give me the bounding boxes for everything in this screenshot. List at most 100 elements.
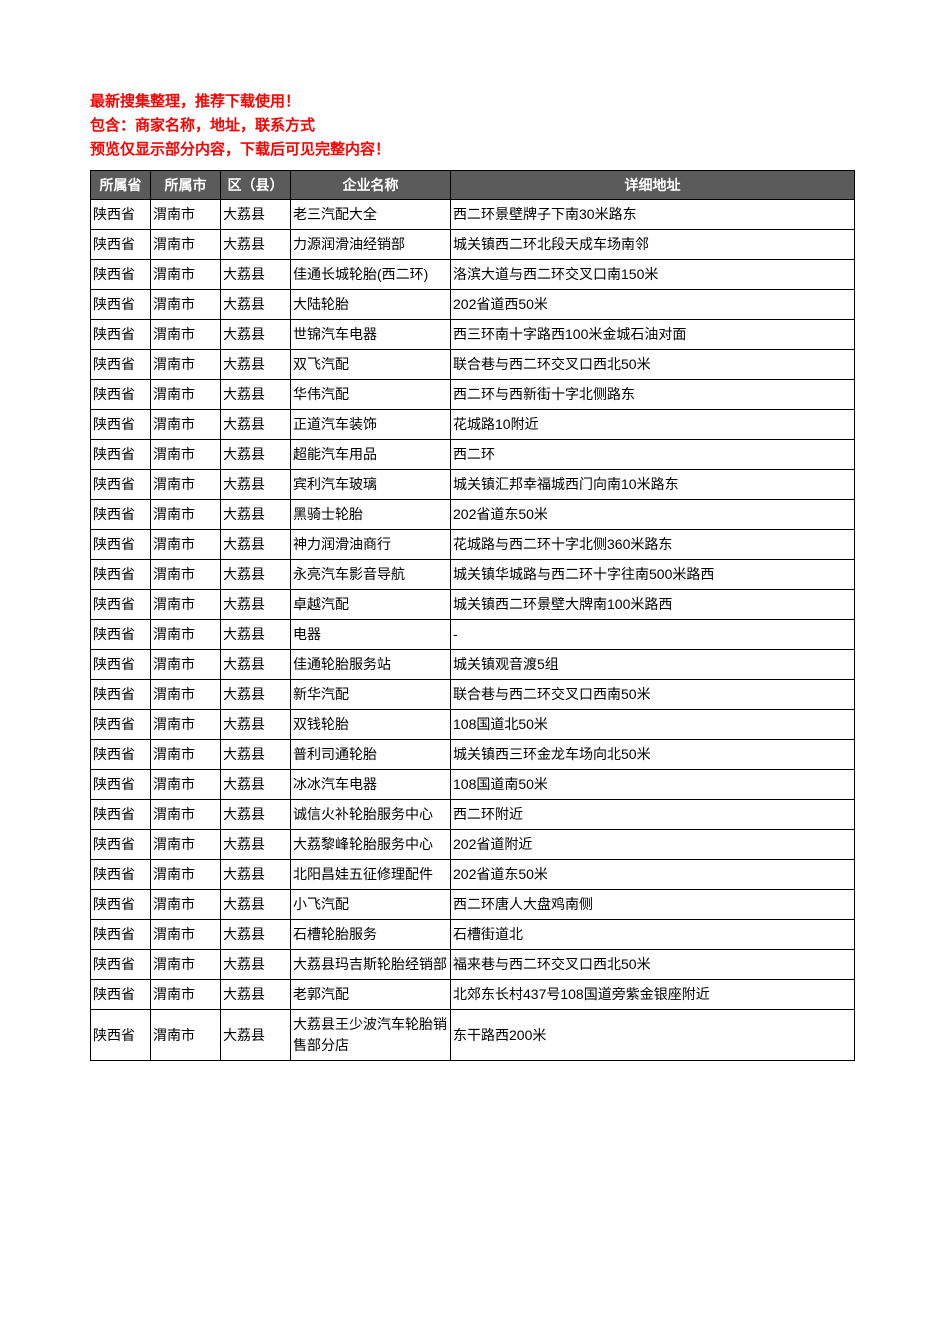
cell-district: 大荔县 [221, 980, 291, 1010]
cell-province: 陕西省 [91, 470, 151, 500]
table-row: 陕西省渭南市大荔县神力润滑油商行花城路与西二环十字北侧360米路东 [91, 530, 855, 560]
cell-district: 大荔县 [221, 770, 291, 800]
cell-address: 西二环景壁牌子下南30米路东 [451, 200, 855, 230]
cell-address: 联合巷与西二环交叉口西南50米 [451, 680, 855, 710]
cell-company: 大荔县王少波汽车轮胎销售部分店 [291, 1010, 451, 1061]
cell-city: 渭南市 [151, 230, 221, 260]
cell-company: 双钱轮胎 [291, 710, 451, 740]
cell-company: 神力润滑油商行 [291, 530, 451, 560]
cell-address: 福来巷与西二环交叉口西北50米 [451, 950, 855, 980]
cell-city: 渭南市 [151, 800, 221, 830]
cell-province: 陕西省 [91, 560, 151, 590]
table-row: 陕西省渭南市大荔县卓越汽配城关镇西二环景壁大牌南100米路西 [91, 590, 855, 620]
cell-address: 北郊东长村437号108国道旁紫金银座附近 [451, 980, 855, 1010]
cell-province: 陕西省 [91, 800, 151, 830]
cell-company: 大荔黎峰轮胎服务中心 [291, 830, 451, 860]
table-row: 陕西省渭南市大荔县老郭汽配北郊东长村437号108国道旁紫金银座附近 [91, 980, 855, 1010]
cell-city: 渭南市 [151, 470, 221, 500]
cell-city: 渭南市 [151, 350, 221, 380]
cell-address: 202省道西50米 [451, 290, 855, 320]
table-row: 陕西省渭南市大荔县冰冰汽车电器108国道南50米 [91, 770, 855, 800]
cell-company: 双飞汽配 [291, 350, 451, 380]
cell-company: 力源润滑油经销部 [291, 230, 451, 260]
cell-province: 陕西省 [91, 320, 151, 350]
notice-line-1: 最新搜集整理，推荐下载使用！ [90, 90, 855, 114]
cell-company: 正道汽车装饰 [291, 410, 451, 440]
cell-district: 大荔县 [221, 800, 291, 830]
notice-block: 最新搜集整理，推荐下载使用！ 包含：商家名称，地址，联系方式 预览仅显示部分内容… [90, 90, 855, 162]
cell-city: 渭南市 [151, 290, 221, 320]
cell-district: 大荔县 [221, 230, 291, 260]
table-body: 陕西省渭南市大荔县老三汽配大全西二环景壁牌子下南30米路东陕西省渭南市大荔县力源… [91, 200, 855, 1061]
cell-address: 西二环与西新街十字北侧路东 [451, 380, 855, 410]
cell-city: 渭南市 [151, 680, 221, 710]
cell-address: 花城路与西二环十字北侧360米路东 [451, 530, 855, 560]
notice-line-3: 预览仅显示部分内容，下载后可见完整内容！ [90, 138, 855, 162]
cell-province: 陕西省 [91, 500, 151, 530]
table-row: 陕西省渭南市大荔县大荔县王少波汽车轮胎销售部分店东干路西200米 [91, 1010, 855, 1061]
cell-company: 老郭汽配 [291, 980, 451, 1010]
cell-address: 洛滨大道与西二环交叉口南150米 [451, 260, 855, 290]
cell-province: 陕西省 [91, 740, 151, 770]
cell-address: 城关镇西二环景壁大牌南100米路西 [451, 590, 855, 620]
cell-district: 大荔县 [221, 920, 291, 950]
table-header-row: 所属省所属市区（县）企业名称详细地址 [91, 171, 855, 200]
cell-city: 渭南市 [151, 590, 221, 620]
cell-company: 大荔县玛吉斯轮胎经销部 [291, 950, 451, 980]
cell-province: 陕西省 [91, 230, 151, 260]
table-row: 陕西省渭南市大荔县超能汽车用品西二环 [91, 440, 855, 470]
cell-province: 陕西省 [91, 1010, 151, 1061]
table-row: 陕西省渭南市大荔县小飞汽配西二环唐人大盘鸡南侧 [91, 890, 855, 920]
cell-district: 大荔县 [221, 380, 291, 410]
cell-company: 超能汽车用品 [291, 440, 451, 470]
cell-district: 大荔县 [221, 440, 291, 470]
cell-district: 大荔县 [221, 680, 291, 710]
cell-company: 诚信火补轮胎服务中心 [291, 800, 451, 830]
cell-province: 陕西省 [91, 530, 151, 560]
cell-province: 陕西省 [91, 290, 151, 320]
cell-district: 大荔县 [221, 320, 291, 350]
cell-district: 大荔县 [221, 200, 291, 230]
cell-address: 108国道南50米 [451, 770, 855, 800]
cell-city: 渭南市 [151, 380, 221, 410]
cell-city: 渭南市 [151, 860, 221, 890]
cell-city: 渭南市 [151, 740, 221, 770]
table-row: 陕西省渭南市大荔县力源润滑油经销部城关镇西二环北段天成车场南邻 [91, 230, 855, 260]
cell-province: 陕西省 [91, 980, 151, 1010]
cell-address: 城关镇西二环北段天成车场南邻 [451, 230, 855, 260]
cell-district: 大荔县 [221, 350, 291, 380]
cell-province: 陕西省 [91, 680, 151, 710]
col-header-company: 企业名称 [291, 171, 451, 200]
table-row: 陕西省渭南市大荔县双飞汽配联合巷与西二环交叉口西北50米 [91, 350, 855, 380]
table-row: 陕西省渭南市大荔县大陆轮胎202省道西50米 [91, 290, 855, 320]
cell-province: 陕西省 [91, 830, 151, 860]
cell-city: 渭南市 [151, 200, 221, 230]
cell-city: 渭南市 [151, 260, 221, 290]
cell-city: 渭南市 [151, 620, 221, 650]
table-row: 陕西省渭南市大荔县黑骑士轮胎202省道东50米 [91, 500, 855, 530]
table-row: 陕西省渭南市大荔县石槽轮胎服务石槽街道北 [91, 920, 855, 950]
cell-district: 大荔县 [221, 650, 291, 680]
cell-province: 陕西省 [91, 440, 151, 470]
cell-province: 陕西省 [91, 620, 151, 650]
cell-company: 北阳昌娃五征修理配件 [291, 860, 451, 890]
cell-city: 渭南市 [151, 980, 221, 1010]
cell-district: 大荔县 [221, 860, 291, 890]
cell-province: 陕西省 [91, 920, 151, 950]
cell-province: 陕西省 [91, 770, 151, 800]
cell-district: 大荔县 [221, 290, 291, 320]
table-row: 陕西省渭南市大荔县电器- [91, 620, 855, 650]
cell-district: 大荔县 [221, 740, 291, 770]
cell-address: 西二环唐人大盘鸡南侧 [451, 890, 855, 920]
table-row: 陕西省渭南市大荔县新华汽配联合巷与西二环交叉口西南50米 [91, 680, 855, 710]
cell-city: 渭南市 [151, 440, 221, 470]
cell-city: 渭南市 [151, 710, 221, 740]
col-header-address: 详细地址 [451, 171, 855, 200]
cell-district: 大荔县 [221, 950, 291, 980]
cell-company: 石槽轮胎服务 [291, 920, 451, 950]
table-row: 陕西省渭南市大荔县大荔县玛吉斯轮胎经销部福来巷与西二环交叉口西北50米 [91, 950, 855, 980]
cell-city: 渭南市 [151, 530, 221, 560]
col-header-district: 区（县） [221, 171, 291, 200]
cell-address: 西三环南十字路西100米金城石油对面 [451, 320, 855, 350]
cell-address: 202省道附近 [451, 830, 855, 860]
